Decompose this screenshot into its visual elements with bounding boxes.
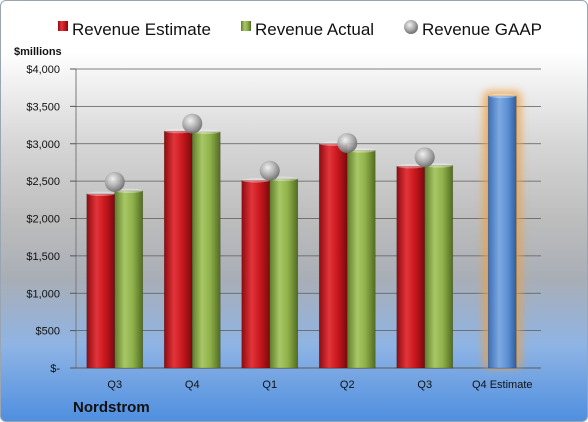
bar-revenue-actual — [114, 190, 144, 369]
bar-revenue-actual-cap — [114, 188, 143, 194]
bar-revenue-estimate — [163, 130, 193, 369]
y-tick-label: $1,000 — [26, 288, 60, 300]
bar-revenue-estimate — [241, 180, 271, 369]
bar-revenue-estimate — [396, 165, 426, 369]
y-tick-label: $500 — [36, 326, 60, 338]
legend-swatch-estimate — [58, 21, 68, 31]
x-tick-label: Q1 — [262, 379, 277, 391]
x-tick-label: Q3 — [417, 379, 432, 391]
marker-revenue-gaap — [337, 133, 358, 154]
bar-revenue-estimate-cap — [396, 163, 425, 169]
legend: Revenue Estimate Revenue Actual Revenue … — [58, 20, 542, 39]
chart-marks — [86, 90, 522, 369]
legend-swatch-actual — [241, 21, 251, 31]
bar-revenue-actual — [191, 131, 221, 369]
marker-revenue-gaap — [104, 171, 125, 192]
y-tick-label: $2,500 — [26, 176, 60, 188]
legend-label-gaap: Revenue GAAP — [422, 20, 542, 39]
company-label: Nordstrom — [73, 399, 150, 416]
bar-revenue-estimate — [318, 143, 348, 369]
legend-label-estimate: Revenue Estimate — [72, 20, 211, 39]
legend-label-actual: Revenue Actual — [255, 20, 374, 39]
marker-revenue-gaap — [259, 160, 280, 181]
bar-revenue-estimate-cap — [241, 178, 270, 183]
x-tick-label: Q2 — [340, 379, 355, 391]
y-tick-label: $3,000 — [26, 139, 60, 151]
marker-revenue-gaap — [414, 147, 435, 168]
x-tick-label: Q3 — [107, 379, 122, 391]
y-axis-unit-label: $millions — [14, 46, 62, 58]
bar-revenue-estimate-next — [487, 95, 517, 369]
bar-revenue-estimate-cap — [86, 191, 115, 197]
y-tick-label: $1,500 — [26, 251, 60, 263]
y-axis-ticks: $- $500 $1,000 $1,500 $2,000 $2,500 $3,000 $3,5… — [26, 64, 76, 375]
bar-revenue-actual — [346, 150, 376, 369]
y-tick-label: $4,000 — [26, 64, 60, 76]
x-tick-label: Q4 — [185, 379, 200, 391]
x-axis-ticks: Q3 Q4 Q1 Q2 Q3 Q4 Estimate — [107, 379, 532, 391]
marker-revenue-gaap — [182, 113, 203, 134]
gridlines — [75, 68, 541, 369]
bar-revenue-actual — [424, 165, 454, 369]
bar-revenue-estimate-next-cap — [488, 93, 517, 99]
x-tick-label: Q4 Estimate — [472, 379, 533, 391]
y-tick-label: $3,500 — [26, 101, 60, 113]
bar-revenue-estimate — [86, 193, 116, 369]
y-tick-label: $- — [50, 363, 60, 375]
bar-revenue-actual — [269, 178, 299, 369]
y-tick-label: $2,000 — [26, 214, 60, 226]
legend-swatch-gaap — [404, 20, 418, 34]
